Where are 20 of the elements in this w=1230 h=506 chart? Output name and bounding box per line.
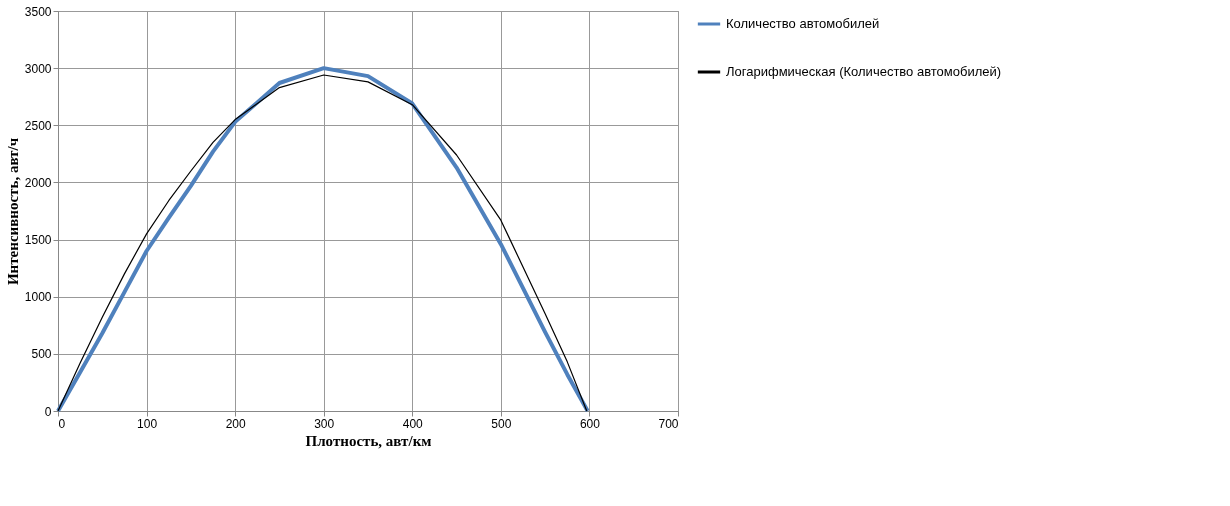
y-tick-label: 3500 xyxy=(24,4,52,19)
x-tick-label: 200 xyxy=(225,416,246,431)
y-tick-label: 2500 xyxy=(24,118,52,133)
x-tick-label: 300 xyxy=(314,416,335,431)
x-tick-label: 100 xyxy=(137,416,158,431)
x-tick-label: 600 xyxy=(579,416,601,431)
x-tick-label: 0 xyxy=(58,416,66,431)
y-tick-label: 1500 xyxy=(24,233,52,248)
x-tick-label: 700 xyxy=(658,416,679,431)
y-tick-label: 1000 xyxy=(24,290,52,305)
y-tick-label: 500 xyxy=(31,347,52,362)
y-axis-title: Интенсивность, авт/ч xyxy=(4,137,21,286)
y-tick-label: 0 xyxy=(44,404,52,419)
x-tick-label: 500 xyxy=(491,416,512,431)
legend-label: Количество автомобилей xyxy=(726,16,880,31)
x-tick-label: 400 xyxy=(402,416,424,431)
y-tick-label: 3000 xyxy=(24,61,52,76)
x-axis-title: Плотность, авт/км xyxy=(305,432,432,449)
legend-label: Логарифмическая (Количество автомобилей) xyxy=(726,64,1002,79)
y-tick-label: 2000 xyxy=(24,175,52,190)
